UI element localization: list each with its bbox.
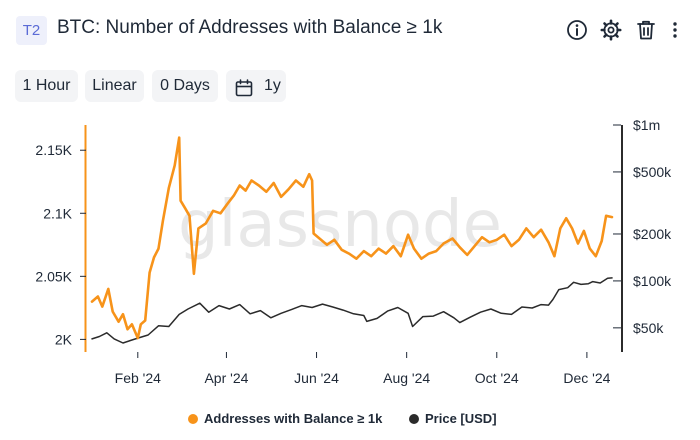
right-tick-label: $500k — [633, 164, 672, 180]
right-axis: $50k $100k $200k $500k $1m — [613, 117, 672, 336]
chart-header: T2 BTC: Number of Addresses with Balance… — [0, 0, 700, 60]
scale-button[interactable]: Linear — [85, 70, 144, 102]
series-line-addresses[interactable] — [90, 136, 614, 340]
x-axis: Feb '24 Apr '24 Jun '24 Aug '24 Oct '24 Dec '… — [115, 352, 611, 386]
left-tick-label: 2.15K — [35, 142, 72, 158]
more-vertical-icon[interactable] — [667, 18, 683, 42]
chart-canvas[interactable]: glassnode 2K 2.05K 2.1K 2.15K $50k $100k $200… — [0, 110, 700, 400]
watermark: glassnode — [178, 188, 502, 262]
left-tick-label: 2.1K — [43, 205, 72, 221]
legend-swatch-addresses — [188, 414, 198, 424]
chart-toolbar: 1 Hour Linear 0 Days 1y — [0, 70, 700, 104]
date-range-button[interactable]: 1y — [226, 70, 286, 102]
right-tick-label: $1m — [633, 117, 660, 133]
legend-label-addresses: Addresses with Balance ≥ 1k — [204, 411, 383, 426]
right-tick-label: $100k — [633, 273, 672, 289]
plot-area — [90, 136, 614, 344]
resolution-button[interactable]: 1 Hour — [15, 70, 78, 102]
x-tick-label: Jun '24 — [294, 370, 339, 386]
legend-swatch-price — [409, 414, 419, 424]
trash-icon[interactable] — [634, 18, 658, 42]
gear-icon[interactable] — [599, 18, 623, 42]
x-tick-label: Dec '24 — [563, 370, 610, 386]
right-tick-label: $200k — [633, 226, 672, 242]
right-tick-label: $50k — [633, 320, 664, 336]
info-icon[interactable] — [565, 18, 589, 42]
legend-label-price: Price [USD] — [425, 411, 497, 426]
left-tick-label: 2K — [55, 331, 73, 347]
x-tick-label: Apr '24 — [204, 370, 248, 386]
x-tick-label: Aug '24 — [383, 370, 430, 386]
sma-button[interactable]: 0 Days — [152, 70, 218, 102]
x-tick-label: Feb '24 — [115, 370, 161, 386]
left-axis: 2K 2.05K 2.1K 2.15K — [35, 142, 86, 347]
left-tick-label: 2.05K — [35, 268, 72, 284]
calendar-icon — [235, 77, 253, 97]
chart-tag[interactable]: T2 — [16, 16, 47, 45]
legend: Addresses with Balance ≥ 1k Price [USD] — [0, 404, 700, 434]
date-range-label: 1y — [264, 77, 281, 94]
series-line-price[interactable] — [91, 277, 613, 344]
chart-title: BTC: Number of Addresses with Balance ≥ … — [57, 17, 443, 38]
x-tick-label: Oct '24 — [475, 370, 519, 386]
